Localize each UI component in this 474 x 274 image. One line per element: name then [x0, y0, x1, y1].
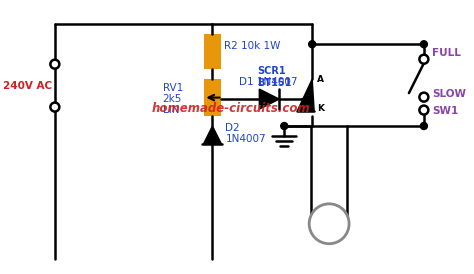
Text: homemade-circuits.com: homemade-circuits.com: [152, 102, 310, 115]
Text: 240V AC: 240V AC: [3, 81, 52, 91]
Text: G: G: [304, 103, 311, 112]
Circle shape: [50, 60, 59, 69]
Text: K: K: [317, 104, 324, 113]
Circle shape: [309, 204, 349, 244]
Text: LIN: LIN: [163, 105, 179, 115]
Text: BT151: BT151: [257, 78, 292, 88]
Text: A: A: [317, 75, 324, 84]
Circle shape: [419, 55, 428, 64]
Polygon shape: [259, 89, 279, 109]
Text: SW1: SW1: [432, 106, 458, 116]
Text: FULL: FULL: [432, 48, 461, 58]
Circle shape: [419, 105, 428, 115]
Text: 2k5: 2k5: [163, 94, 182, 104]
Polygon shape: [297, 79, 314, 111]
Circle shape: [420, 122, 428, 130]
Circle shape: [420, 41, 428, 48]
Text: RV1: RV1: [163, 83, 183, 93]
Text: D1 1N4007: D1 1N4007: [239, 77, 298, 87]
Circle shape: [419, 93, 428, 102]
Bar: [204, 34, 221, 69]
Text: R2 10k 1W: R2 10k 1W: [224, 41, 281, 51]
Bar: [204, 79, 221, 116]
Text: SCR1: SCR1: [257, 66, 286, 76]
Text: SLOW: SLOW: [432, 89, 466, 99]
Circle shape: [50, 102, 59, 112]
Polygon shape: [203, 126, 221, 144]
Text: D2: D2: [226, 123, 240, 133]
Circle shape: [309, 41, 316, 48]
Text: 1N4007: 1N4007: [226, 134, 266, 144]
Circle shape: [281, 122, 288, 130]
